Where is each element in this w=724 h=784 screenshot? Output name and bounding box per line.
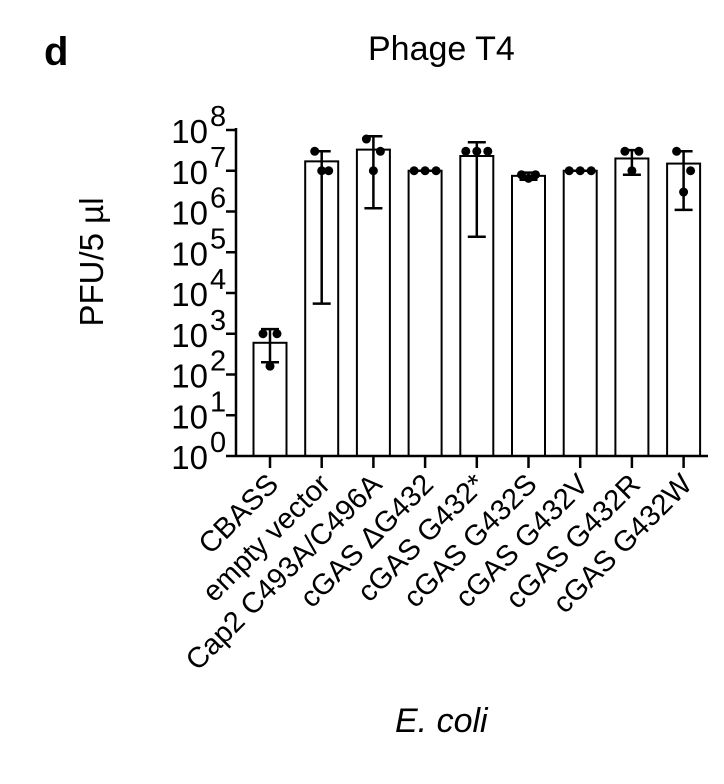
axes-group (226, 128, 708, 468)
data-point-2-2 (368, 166, 378, 176)
y-tick-exponent-8: 8 (210, 101, 226, 133)
data-point-3-2 (431, 166, 441, 176)
y-tick-exponent-2: 2 (210, 346, 226, 378)
y-tick-label-4: 10 (171, 276, 208, 313)
y-tick-base-1: 10 (171, 398, 208, 435)
data-point-7-2 (627, 166, 637, 176)
y-tick-label-8: 10 (171, 113, 208, 150)
bar-7 (614, 157, 650, 457)
y-tick-label-1: 10 (171, 398, 208, 435)
y-tick-base-3: 10 (171, 317, 208, 354)
data-point-6-2 (586, 166, 596, 176)
data-point-4-1 (472, 146, 482, 156)
chart-title: Phage T4 (368, 30, 515, 68)
y-axis-label: PFU/5 µl (73, 197, 110, 326)
y-tick-label-2: 10 (171, 358, 208, 395)
data-point-6-1 (575, 166, 585, 176)
y-tick-exponent-0: 0 (210, 427, 226, 459)
x-axis-label: E. coli (395, 702, 488, 740)
y-tick-exponent-3: 3 (210, 305, 226, 337)
y-tick-label-7: 10 (171, 154, 208, 191)
data-point-4-2 (483, 146, 493, 156)
data-point-5-1 (531, 170, 540, 180)
data-point-6-0 (564, 166, 574, 176)
data-point-7-1 (634, 146, 644, 156)
data-point-1-0 (310, 146, 320, 156)
y-tick-base-6: 10 (171, 195, 208, 232)
data-point-1-1 (324, 166, 334, 176)
y-tick-exponent-4: 4 (210, 264, 226, 296)
data-point-3-1 (420, 166, 430, 176)
data-point-5-0 (517, 170, 526, 180)
data-point-5-2 (524, 173, 533, 183)
data-point-1-2 (317, 166, 327, 176)
y-tick-base-4: 10 (171, 276, 208, 313)
bar-5 (511, 174, 546, 457)
y-tick-base-0: 10 (171, 439, 208, 476)
y-tick-label-6: 10 (171, 195, 208, 232)
data-point-0-1 (272, 329, 282, 339)
data-point-4-0 (461, 146, 471, 156)
bar-8 (666, 162, 702, 457)
bar-3 (407, 169, 443, 457)
panel-letter: d (44, 30, 69, 74)
y-tick-label-3: 10 (171, 317, 208, 354)
y-tick-label-5: 10 (171, 235, 208, 272)
bars-group (252, 148, 702, 458)
y-tick-base-8: 10 (171, 113, 208, 150)
y-tick-exponent-1: 1 (210, 386, 226, 418)
data-point-0-0 (258, 329, 268, 339)
y-tick-base-7: 10 (171, 154, 208, 191)
data-point-7-0 (620, 146, 630, 156)
points-group (258, 134, 696, 371)
data-point-8-1 (686, 166, 696, 176)
data-point-2-1 (375, 146, 385, 156)
data-point-8-0 (672, 146, 682, 156)
data-point-3-0 (409, 166, 419, 176)
y-tick-base-5: 10 (171, 235, 208, 272)
y-tick-label-0: 10 (171, 439, 208, 476)
bar-6 (562, 169, 598, 457)
y-tick-exponent-5: 5 (210, 223, 226, 255)
data-point-2-0 (361, 134, 371, 144)
data-point-0-2 (265, 361, 275, 371)
y-tick-exponent-6: 6 (210, 183, 226, 215)
y-tick-base-2: 10 (171, 358, 208, 395)
y-tick-exponent-7: 7 (210, 142, 226, 174)
data-point-8-2 (679, 187, 689, 197)
